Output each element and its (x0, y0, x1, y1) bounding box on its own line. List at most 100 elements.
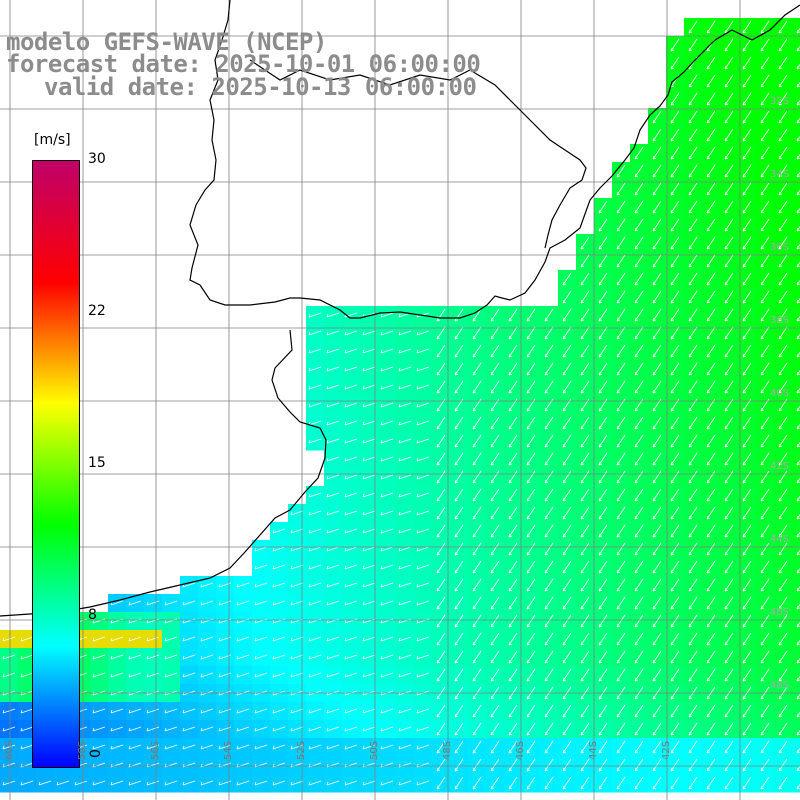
wind-arrow (290, 726, 304, 732)
wind-arrow (308, 726, 322, 732)
wind-arrow (200, 636, 214, 642)
wind-arrow (326, 564, 340, 570)
wind-arrow (416, 582, 430, 588)
wind-arrow (380, 528, 394, 534)
wind-arrow (598, 470, 608, 484)
wind-arrow (74, 780, 88, 786)
wind-arrow (2, 744, 16, 750)
wind-arrow (670, 452, 680, 466)
wind-arrow (724, 344, 734, 358)
right-axis-label: 42S (770, 461, 790, 472)
wind-arrow (616, 434, 626, 448)
wind-arrow (146, 726, 160, 732)
wind-arrow (544, 488, 554, 502)
wind-arrow (688, 128, 698, 142)
wind-arrow (128, 744, 142, 750)
wind-arrow (416, 726, 430, 732)
wind-arrow (778, 218, 788, 232)
wind-arrow (454, 506, 464, 520)
wind-arrow (634, 578, 644, 592)
right-axis-label: 34S (770, 169, 790, 180)
wind-arrow (598, 776, 608, 790)
wind-arrow (616, 182, 626, 196)
model-title: modelo GEFS-WAVE (NCEP) (6, 28, 327, 56)
wind-arrow (508, 506, 518, 520)
wind-arrow (490, 632, 500, 646)
wind-arrow (778, 758, 788, 772)
wind-arrow (742, 416, 752, 430)
wind-arrow (326, 726, 340, 732)
wind-arrow (760, 308, 770, 322)
wind-arrow (598, 344, 608, 358)
wind-arrow (724, 290, 734, 304)
wind-arrow (688, 704, 698, 718)
wind-arrow (562, 524, 572, 538)
wind-arrow (580, 362, 590, 376)
wind-arrow (562, 542, 572, 556)
wind-arrow (706, 704, 716, 718)
wind-arrow (308, 438, 322, 444)
wind-arrow (652, 218, 662, 232)
wind-arrow (490, 542, 500, 556)
wind-arrow (778, 128, 788, 142)
wind-arrow (200, 708, 214, 714)
wind-arrow (326, 708, 340, 714)
wind-arrow (326, 744, 340, 750)
wind-arrow (778, 506, 788, 520)
wind-arrow (562, 758, 572, 772)
wind-arrow (416, 600, 430, 606)
wind-arrow (490, 560, 500, 574)
wind-arrow (688, 254, 698, 268)
wind-arrow (362, 780, 376, 786)
wind-arrow (742, 542, 752, 556)
wind-arrow (670, 146, 680, 160)
wind-arrow (634, 668, 644, 682)
wind-arrow (272, 600, 286, 606)
wind-arrow (778, 182, 788, 196)
wind-arrow (778, 560, 788, 574)
wind-arrow (236, 744, 250, 750)
wind-arrow (688, 200, 698, 214)
wind-arrow (326, 348, 340, 354)
wind-arrow (508, 488, 518, 502)
wind-arrow (236, 654, 250, 660)
wind-arrow (308, 402, 322, 408)
wind-arrow (398, 708, 412, 714)
wind-arrow (472, 650, 482, 664)
wind-arrow (436, 488, 446, 502)
wind-arrow (526, 614, 536, 628)
wind-arrow (778, 236, 788, 250)
wind-arrow (706, 560, 716, 574)
wind-arrow (236, 582, 250, 588)
wind-speed-cell (792, 360, 800, 379)
wind-arrow (688, 146, 698, 160)
wind-arrow (380, 330, 394, 336)
wind-arrow (436, 416, 446, 430)
wind-arrow (598, 290, 608, 304)
wind-arrow (416, 636, 430, 642)
wind-arrow (652, 326, 662, 340)
wind-arrow (380, 780, 394, 786)
wind-arrow (290, 546, 304, 552)
wind-arrow (2, 708, 16, 714)
wind-arrow (652, 740, 662, 754)
wind-arrow (290, 780, 304, 786)
wind-arrow (742, 488, 752, 502)
wind-arrow (616, 506, 626, 520)
wind-arrow (598, 236, 608, 250)
wind-arrow (598, 506, 608, 520)
coastline (189, 0, 800, 319)
wind-arrow (616, 542, 626, 556)
wind-arrow (472, 524, 482, 538)
wind-arrow (416, 420, 430, 426)
wind-arrow (508, 668, 518, 682)
wind-arrow (598, 416, 608, 430)
wind-arrow (760, 668, 770, 682)
wind-arrow (634, 524, 644, 538)
wind-arrow (706, 542, 716, 556)
wind-arrow (290, 708, 304, 714)
bottom-axis-label: 46S (515, 740, 526, 760)
wind-arrow (760, 38, 770, 52)
wind-arrow (544, 434, 554, 448)
